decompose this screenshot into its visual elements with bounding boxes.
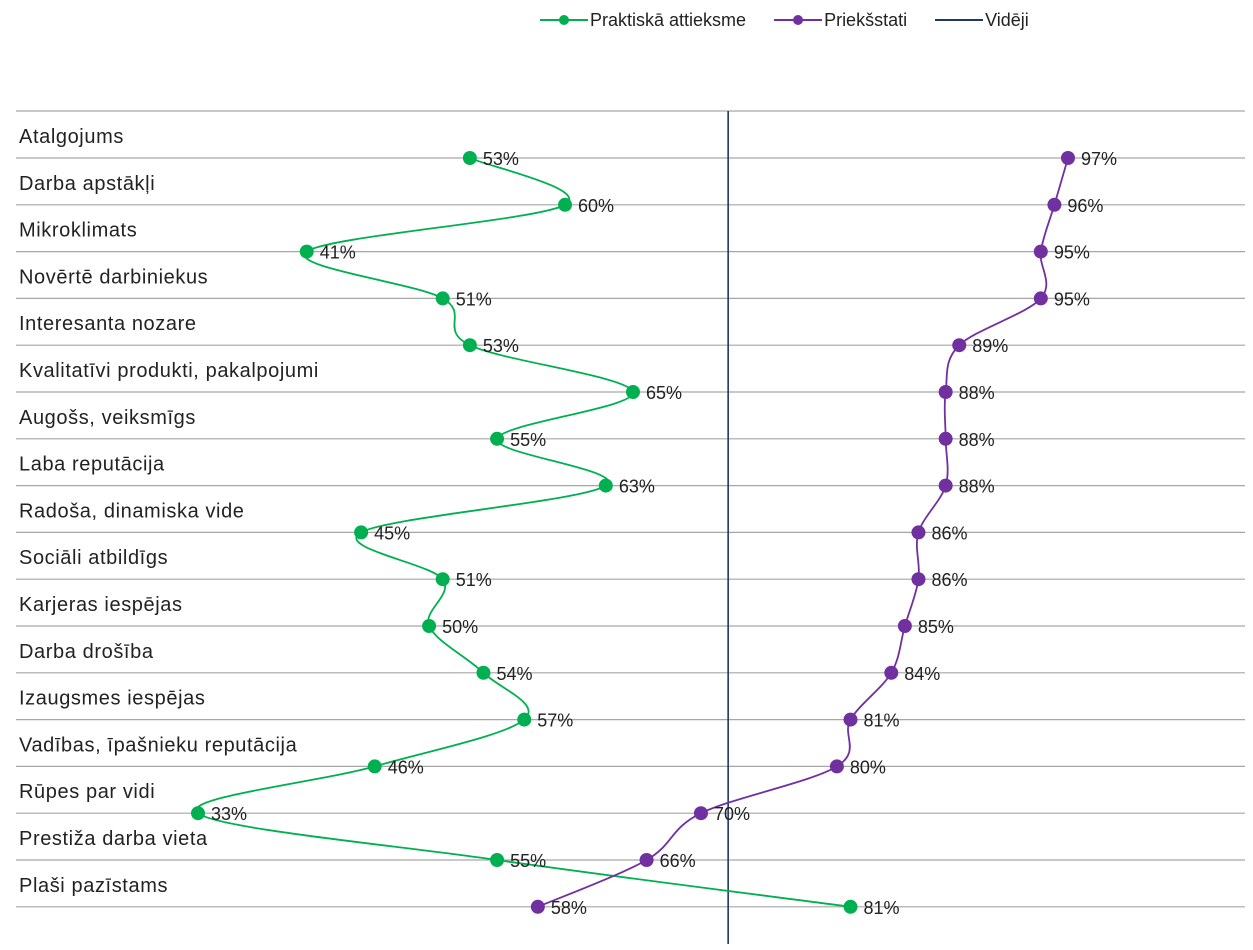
- category-label: Plaši pazīstams: [19, 875, 168, 897]
- data-label: 84%: [904, 664, 940, 684]
- data-point: [1047, 197, 1062, 212]
- data-point: [354, 525, 369, 540]
- legend-swatch-purple: [774, 15, 823, 25]
- data-point: [938, 478, 953, 493]
- data-point: [490, 431, 505, 446]
- data-label: 95%: [1054, 289, 1090, 309]
- data-point: [897, 619, 912, 633]
- category-label: Kvalitatīvi produkti, pakalpojumi: [19, 360, 319, 382]
- data-label: 57%: [537, 711, 573, 731]
- data-label: 45%: [374, 523, 410, 543]
- data-point: [911, 572, 926, 587]
- category-label: Radoša, dinamiska vide: [19, 500, 245, 522]
- data-point: [598, 478, 613, 493]
- data-label: 65%: [646, 383, 682, 403]
- data-label: 63%: [619, 477, 655, 497]
- data-point: [938, 431, 953, 446]
- data-label: 33%: [211, 804, 247, 824]
- data-point: [1033, 291, 1048, 306]
- legend-label-videji: Vidēji: [985, 9, 1029, 30]
- data-label: 81%: [864, 898, 900, 918]
- chart-legend: Praktiskā attieksme Priekšstati Vidēji: [540, 8, 1057, 32]
- data-label: 86%: [931, 570, 967, 590]
- legend-label-praktiska: Praktiskā attieksme: [590, 9, 747, 30]
- data-point: [530, 899, 545, 914]
- category-label: Izaugsmes iespējas: [19, 688, 205, 710]
- data-label: 86%: [931, 523, 967, 543]
- legend-item-prieksstati: Priekšstati: [774, 10, 907, 31]
- data-label: 96%: [1067, 196, 1103, 216]
- data-point: [191, 806, 205, 821]
- data-point: [911, 525, 926, 540]
- data-point: [462, 338, 477, 353]
- data-label: 88%: [959, 430, 995, 450]
- data-label: 51%: [456, 289, 492, 309]
- legend-swatch-green: [540, 15, 588, 25]
- data-label: 66%: [660, 851, 696, 871]
- data-point: [829, 759, 844, 774]
- category-label: Prestiža darba vieta: [19, 828, 208, 850]
- data-label: 95%: [1054, 243, 1090, 263]
- data-point: [517, 712, 532, 727]
- legend-item-videji: Vidēji: [935, 10, 1029, 31]
- legend-label-prieksstati: Priekšstati: [824, 9, 908, 30]
- legend-swatch-navy: [935, 19, 984, 21]
- data-point: [367, 759, 382, 774]
- data-point: [639, 853, 654, 867]
- category-label: Atalgojums: [19, 126, 124, 148]
- data-point: [626, 385, 640, 399]
- data-label: 88%: [959, 477, 995, 497]
- category-label: Novērtē darbiniekus: [19, 266, 208, 288]
- data-point: [476, 665, 491, 680]
- data-point: [843, 899, 858, 914]
- data-label: 89%: [972, 336, 1008, 356]
- legend-item-praktiska: Praktiskā attieksme: [540, 10, 746, 31]
- category-label: Karjeras iespējas: [19, 594, 183, 616]
- category-label: Interesanta nozare: [19, 313, 197, 335]
- category-label: Darba drošība: [19, 641, 154, 663]
- category-label: Rūpes par vidi: [19, 781, 155, 803]
- data-label: 41%: [320, 243, 356, 263]
- data-label: 97%: [1081, 149, 1117, 169]
- data-point: [299, 244, 314, 259]
- data-point: [693, 806, 708, 821]
- data-point: [952, 338, 967, 353]
- data-label: 53%: [483, 149, 519, 169]
- data-point: [435, 572, 450, 587]
- data-label: 55%: [510, 851, 546, 871]
- data-point: [884, 665, 899, 680]
- data-point: [1061, 151, 1075, 165]
- data-label: 88%: [959, 383, 995, 403]
- category-label: Darba apstākļi: [19, 173, 155, 195]
- data-label: 51%: [456, 570, 492, 590]
- data-label: 60%: [578, 196, 614, 216]
- category-label: Laba reputācija: [19, 454, 165, 476]
- data-point: [435, 291, 450, 306]
- category-label: Augošs, veiksmīgs: [19, 407, 196, 429]
- data-point: [1033, 244, 1048, 259]
- category-label: Mikroklimats: [19, 220, 137, 242]
- category-label: Sociāli atbildīgs: [19, 547, 168, 569]
- data-label: 46%: [388, 757, 424, 777]
- data-label: 50%: [442, 617, 478, 637]
- data-point: [462, 151, 477, 165]
- data-point: [490, 853, 505, 867]
- data-label: 53%: [483, 336, 519, 356]
- data-point: [938, 385, 953, 399]
- category-label: Vadības, īpašnieku reputācija: [19, 734, 298, 756]
- data-point: [843, 712, 858, 727]
- data-label: 55%: [510, 430, 546, 450]
- data-label: 80%: [850, 757, 886, 777]
- data-point: [422, 619, 437, 633]
- data-point: [558, 197, 573, 212]
- data-label: 85%: [918, 617, 954, 637]
- data-label: 58%: [551, 898, 587, 918]
- data-label: 81%: [864, 711, 900, 731]
- data-label: 70%: [714, 804, 750, 824]
- data-label: 54%: [496, 664, 532, 684]
